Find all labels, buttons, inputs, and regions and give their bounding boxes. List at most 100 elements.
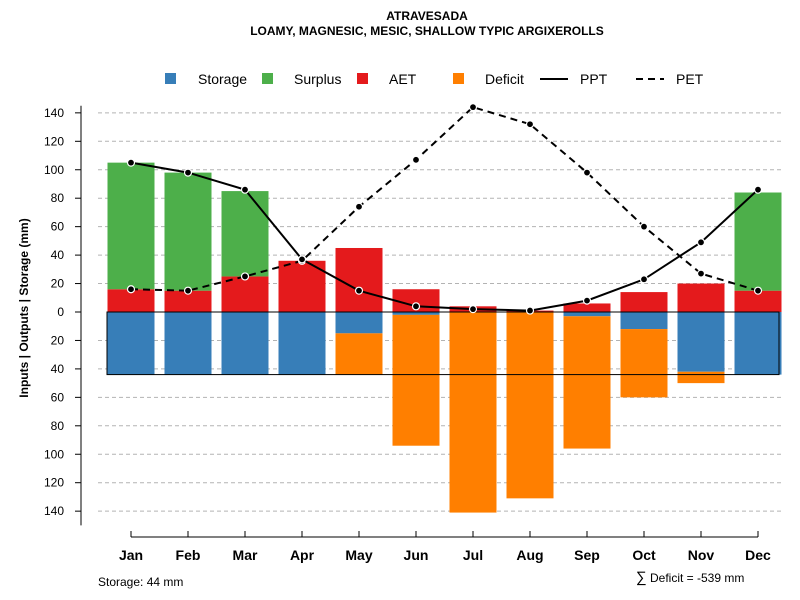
pet-point xyxy=(525,120,535,129)
surplus-bar xyxy=(221,191,269,277)
surplus-bar xyxy=(107,162,155,290)
pet-point xyxy=(582,168,592,177)
storage-bar xyxy=(107,312,155,375)
aet-bar xyxy=(620,292,668,312)
y-tick-label: 80 xyxy=(51,191,65,205)
deficit-bar xyxy=(335,333,383,375)
aet-bar xyxy=(278,260,326,312)
y-tick-label: 120 xyxy=(44,134,64,148)
deficit-bar xyxy=(677,371,725,384)
ppt-point xyxy=(696,238,706,247)
legend-surplus-label: Surplus xyxy=(294,71,341,87)
x-tick-label: Jul xyxy=(463,547,483,563)
storage-bar xyxy=(563,312,611,317)
x-tick-label: May xyxy=(345,547,372,563)
lines-layer xyxy=(126,103,763,315)
storage-footnote: Storage: 44 mm xyxy=(98,575,183,589)
aet-bar xyxy=(677,283,725,312)
storage-bar xyxy=(335,312,383,334)
aet-bar xyxy=(221,276,269,312)
pet-point xyxy=(411,155,421,164)
deficit-sum-symbol: ∑ xyxy=(636,569,647,586)
storage-bar xyxy=(620,312,668,330)
legend-storage-swatch xyxy=(165,73,176,84)
x-tick-label: Sep xyxy=(574,547,600,563)
pet-point xyxy=(354,202,364,211)
pet-point xyxy=(753,286,763,295)
ppt-point xyxy=(639,275,649,284)
y-tick-label: 40 xyxy=(51,248,65,262)
ppt-point xyxy=(297,255,307,264)
ppt-point xyxy=(525,306,535,315)
deficit-bar xyxy=(563,316,611,449)
y-tick-label: 40 xyxy=(51,362,65,376)
deficit-bar xyxy=(449,312,497,513)
ppt-point xyxy=(468,305,478,314)
bars-layer xyxy=(107,162,782,513)
storage-frame-layer xyxy=(106,311,780,376)
storage-bar xyxy=(734,312,782,375)
y-tick-label: 100 xyxy=(44,447,64,461)
ppt-point xyxy=(354,286,364,295)
y-tick-label: 100 xyxy=(44,163,64,177)
ppt-point xyxy=(411,302,421,311)
pet-line xyxy=(130,106,759,292)
deficit-bar xyxy=(506,312,554,499)
legend-ppt-label: PPT xyxy=(580,71,608,87)
y-tick-label: 140 xyxy=(44,504,64,518)
storage-bar xyxy=(278,312,326,375)
pet-point xyxy=(183,286,193,295)
aet-bar xyxy=(107,289,155,312)
legend-surplus-swatch xyxy=(262,73,273,84)
deficit-footnote: Deficit = -539 mm xyxy=(650,571,744,585)
ppt-point xyxy=(753,185,763,194)
y-tick-label: 0 xyxy=(57,305,64,319)
y-tick-label: 140 xyxy=(44,106,64,120)
aet-bar xyxy=(335,247,383,312)
x-tick-label: Jan xyxy=(119,547,143,563)
aet-bar xyxy=(734,290,782,312)
legend-aet-swatch xyxy=(357,73,368,84)
y-tick-label: 20 xyxy=(51,333,65,347)
y-tick-label: 120 xyxy=(44,476,64,490)
chart-title: ATRAVESADA xyxy=(386,9,468,23)
storage-capacity-frame xyxy=(106,311,780,376)
legend: Storage Surplus AET Deficit PPT PET xyxy=(165,71,704,87)
pet-point xyxy=(240,272,250,281)
pet-point xyxy=(696,269,706,278)
x-tick-label: Oct xyxy=(632,547,656,563)
ppt-point xyxy=(240,185,250,194)
y-tick-label: 60 xyxy=(51,220,65,234)
legend-deficit-swatch xyxy=(453,73,464,84)
surplus-bar xyxy=(734,192,782,291)
x-tick-label: Feb xyxy=(176,547,201,563)
pet-point xyxy=(639,222,649,231)
y-tick-label: 20 xyxy=(51,277,65,291)
pet-point xyxy=(126,285,136,294)
ppt-line xyxy=(130,161,759,312)
x-tick-label: Mar xyxy=(233,547,258,563)
legend-pet-label: PET xyxy=(676,71,704,87)
y-tick-label: 60 xyxy=(51,390,65,404)
axis-layer: 140 120 100 80 60 40 20 0 20 40 60 80 100 120 140 Jan Fe… xyxy=(44,105,771,563)
storage-bar xyxy=(221,312,269,375)
chart-subtitle: LOAMY, MAGNESIC, MESIC, SHALLOW TYPIC AR… xyxy=(250,24,604,38)
surplus-bar xyxy=(164,172,212,291)
legend-storage-label: Storage xyxy=(198,71,247,87)
deficit-bar xyxy=(620,329,668,398)
y-axis-title: Inputs | Outputs | Storage (mm) xyxy=(17,218,31,397)
ppt-point xyxy=(126,158,136,167)
ppt-point xyxy=(582,296,592,305)
ppt-point xyxy=(183,168,193,177)
x-tick-label: Apr xyxy=(290,547,315,563)
y-tick-label: 80 xyxy=(51,419,65,433)
storage-bar xyxy=(392,312,440,315)
grid-layer xyxy=(98,112,782,512)
x-tick-label: Dec xyxy=(745,547,771,563)
legend-aet-label: AET xyxy=(389,71,417,87)
pet-point xyxy=(468,103,478,112)
storage-bar xyxy=(164,312,212,375)
aet-bar xyxy=(563,303,611,312)
legend-deficit-label: Deficit xyxy=(485,71,524,87)
